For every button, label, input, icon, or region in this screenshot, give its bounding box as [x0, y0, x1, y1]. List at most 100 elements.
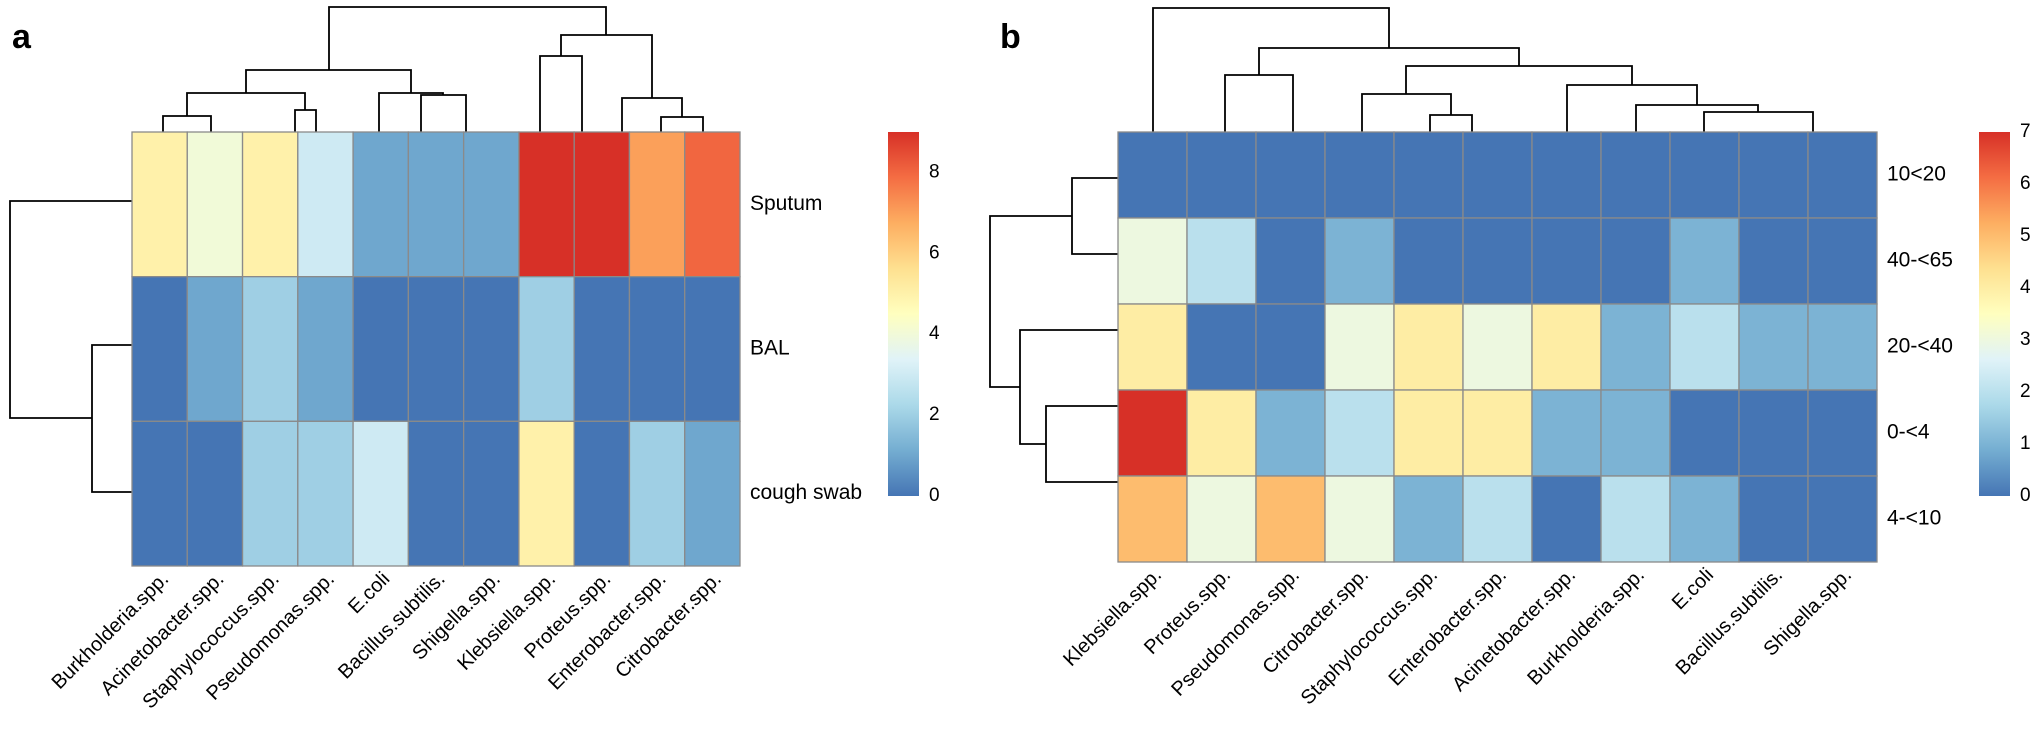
row-label: 10<20 [1887, 163, 1946, 186]
heatmap-cell [297, 276, 354, 422]
heatmap-cell [518, 131, 575, 278]
heatmap-cell [1462, 475, 1533, 563]
heatmap-cell [1393, 303, 1464, 391]
colorbar-a [888, 132, 919, 496]
colorbar-tick-label: 5 [2020, 225, 2030, 246]
heatmap-cell [241, 131, 299, 278]
heatmap-cell [628, 420, 686, 567]
row-label: 4-<10 [1887, 507, 1941, 530]
colorbar-b-ticks: 0 1 2 3 4 5 6 7 [2020, 121, 2030, 506]
heatmap-cell [1324, 475, 1395, 563]
heatmap-cell [1738, 475, 1809, 563]
heatmap-cell [684, 276, 741, 422]
heatmap-cell [1807, 389, 1878, 477]
heatmap-cell [1324, 217, 1395, 305]
row-label: 0-<4 [1887, 421, 1930, 444]
column-label: Staphylococcus.spp. [1297, 564, 1442, 709]
heatmap-cell [628, 276, 686, 422]
heatmap-cell [407, 420, 465, 567]
column-label: Acinetobacter.spp. [1448, 564, 1580, 696]
row-label: 20-<40 [1887, 335, 1953, 358]
heatmap-cell [1807, 475, 1878, 563]
heatmap-cell [1738, 131, 1809, 219]
colorbar-tick-label: 6 [929, 242, 940, 263]
heatmap-cell [1255, 475, 1326, 563]
colorbar-tick-label: 3 [2020, 329, 2030, 350]
heatmap-cell [1117, 389, 1188, 477]
row-label: Sputum [750, 192, 822, 215]
heatmap-cell [1738, 303, 1809, 391]
panel-b-row-dendrogram [989, 177, 1118, 483]
heatmap-cell [1669, 131, 1740, 219]
heatmap-cell [1462, 389, 1533, 477]
colorbar-tick-label: 6 [2020, 173, 2030, 194]
heatmap-cell [352, 131, 410, 278]
heatmap-cell [518, 420, 575, 567]
column-label: Pseudomonas.spp. [1167, 564, 1304, 701]
heatmap-cell [186, 131, 244, 278]
row-label: cough swab [750, 481, 862, 504]
heatmap-cell [1255, 131, 1326, 219]
colorbar-tick-label: 2 [2020, 381, 2030, 402]
colorbar-a-ticks: 0 2 4 6 8 [929, 161, 940, 506]
colorbar-b [1979, 132, 2010, 496]
heatmap-cell [352, 420, 410, 567]
heatmap-a-row-labels: Sputum BAL cough swab [750, 192, 862, 504]
heatmap-b [1117, 131, 1878, 563]
heatmap-cell [518, 276, 575, 422]
heatmap-cell [241, 420, 299, 567]
heatmap-cell [1669, 303, 1740, 391]
heatmap-cell [1738, 389, 1809, 477]
heatmap-cell [1186, 131, 1257, 219]
heatmap-cell [407, 276, 465, 422]
heatmap-cell [684, 131, 741, 278]
colorbar-tick-label: 4 [2020, 277, 2030, 298]
heatmap-cell [186, 276, 244, 422]
heatmap-cell [131, 131, 188, 278]
heatmap-cell [1531, 217, 1602, 305]
panel-a-row-dendrogram [9, 200, 132, 493]
heatmap-cell [297, 131, 354, 278]
heatmap-cell [1255, 303, 1326, 391]
heatmap-cell [1186, 475, 1257, 563]
colorbar-tick-label: 1 [2020, 433, 2030, 454]
heatmap-cell [1600, 475, 1671, 563]
heatmap-cell [1324, 303, 1395, 391]
colorbar-tick-label: 0 [929, 485, 940, 506]
heatmap-cell [1738, 217, 1809, 305]
colorbar-tick-label: 8 [929, 161, 940, 182]
heatmap-cell [1393, 389, 1464, 477]
column-label: E.coli [344, 568, 394, 618]
heatmap-cell [1531, 475, 1602, 563]
heatmap-cell [462, 131, 520, 278]
row-label: 40-<65 [1887, 249, 1953, 272]
column-label: Burkholderia.spp. [1523, 564, 1649, 690]
heatmap-cell [1117, 217, 1188, 305]
colorbar-tick-label: 7 [2020, 121, 2030, 142]
heatmap-cell [1117, 303, 1188, 391]
heatmap-cell [1393, 475, 1464, 563]
heatmap-cell [1462, 217, 1533, 305]
heatmap-a-column-labels: Burkholderia.spp.Acinetobacter.spp.Staph… [48, 568, 726, 713]
column-label: E.coli [1668, 564, 1718, 614]
heatmap-b-row-labels: 10<20 40-<65 20-<40 0-<4 4-<10 [1887, 163, 1953, 530]
heatmap-cell [1669, 217, 1740, 305]
heatmap-cell [1117, 131, 1188, 219]
heatmap-b-column-labels: Klebsiella.spp.Proteus.spp.Pseudomonas.s… [1059, 564, 1856, 709]
heatmap-cell [407, 131, 465, 278]
heatmap-cell [628, 131, 686, 278]
heatmap-cell [1531, 303, 1602, 391]
heatmap-cell [1324, 389, 1395, 477]
heatmap-cell [1324, 131, 1395, 219]
panel-label-a: a [12, 18, 32, 56]
heatmap-cell [1807, 217, 1878, 305]
heatmap-cell [573, 420, 631, 567]
colorbar-tick-label: 2 [929, 404, 940, 425]
heatmap-cell [684, 420, 741, 567]
heatmap-cell [131, 276, 188, 422]
heatmap-cell [1600, 131, 1671, 219]
heatmap-cell [1600, 389, 1671, 477]
heatmap-cell [1807, 303, 1878, 391]
heatmap-cell [1600, 217, 1671, 305]
